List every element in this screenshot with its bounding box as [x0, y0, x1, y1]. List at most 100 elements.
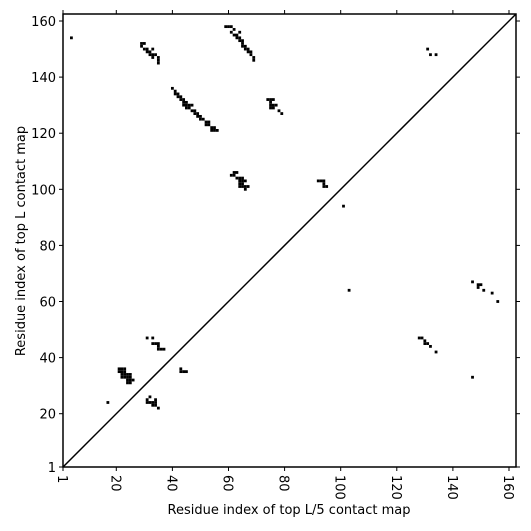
x-axis-label: Residue index of top L/5 contact map: [168, 503, 411, 518]
y-tick-label: 20: [39, 408, 56, 423]
contact: [120, 370, 124, 374]
contact: [156, 406, 160, 410]
contact: [173, 92, 177, 96]
contact: [151, 401, 155, 404]
contact: [238, 185, 242, 188]
contact: [241, 39, 244, 43]
contact: [426, 342, 430, 345]
contact: [117, 367, 121, 371]
contact: [151, 47, 155, 51]
contact: [241, 44, 244, 48]
contact: [145, 50, 149, 54]
contact: [215, 129, 219, 132]
contact: [190, 103, 194, 107]
contact: [266, 98, 270, 101]
contact: [271, 98, 275, 101]
contact: [229, 30, 233, 34]
contact: [426, 47, 430, 51]
contact: [434, 350, 438, 354]
contact: [156, 342, 160, 345]
contact: [123, 373, 127, 376]
contact: [185, 100, 188, 104]
contact: [249, 53, 253, 57]
x-tick-label: 60: [219, 475, 234, 492]
contact: [120, 375, 124, 379]
contact: [190, 109, 194, 113]
contact: [182, 370, 186, 374]
contact: [235, 36, 239, 40]
contact: [227, 25, 230, 29]
contact: [154, 342, 157, 345]
contact: [126, 378, 129, 382]
contact: [232, 33, 236, 37]
contact: [156, 61, 160, 65]
contact: [232, 173, 236, 177]
contact: [156, 347, 160, 351]
contact: [241, 185, 244, 188]
contact: [185, 106, 188, 110]
contact: [347, 288, 351, 292]
contact: [126, 375, 129, 379]
contact: [479, 283, 483, 287]
y-tick-label: 160: [31, 15, 56, 30]
contact: [176, 95, 180, 99]
contact: [140, 42, 143, 45]
contact: [271, 106, 275, 110]
contact: [210, 129, 214, 132]
contact: [322, 182, 326, 186]
plot-frame: [62, 13, 517, 468]
contact: [325, 185, 329, 188]
y-tick-label: 100: [31, 183, 56, 198]
contact: [246, 50, 250, 54]
contact: [128, 375, 132, 379]
contact: [243, 187, 247, 191]
contact: [417, 336, 421, 340]
contact: [123, 367, 127, 371]
contact: [249, 50, 253, 54]
contact: [148, 53, 152, 57]
contact: [238, 36, 242, 40]
contact: [145, 336, 149, 340]
contact: [151, 342, 155, 345]
contact: [117, 370, 121, 374]
contact: [148, 395, 152, 399]
contact: [207, 120, 211, 124]
contact: [193, 112, 197, 115]
contact: [182, 100, 186, 104]
contact: [246, 185, 250, 188]
y-tick-label: 60: [39, 296, 56, 311]
contact: [229, 25, 233, 29]
contact: [241, 42, 244, 45]
y-tick-label: 1: [48, 461, 56, 476]
contact: [193, 109, 197, 113]
contact: [142, 47, 146, 51]
y-tick-label: 120: [31, 127, 56, 142]
contact: [280, 112, 284, 115]
contact: [238, 182, 242, 186]
contact: [173, 89, 177, 93]
contact: [201, 117, 205, 121]
contact: [423, 339, 427, 343]
y-tick-label: 40: [39, 352, 56, 367]
contact: [243, 185, 247, 188]
contact: [128, 373, 132, 376]
contact: [162, 347, 166, 351]
diagonal: [62, 13, 517, 468]
contact: [269, 100, 272, 104]
x-tick-label: 100: [332, 475, 347, 500]
contact: [148, 50, 152, 54]
contact: [210, 126, 214, 130]
contact: [434, 53, 438, 57]
y-tick-label: 140: [31, 71, 56, 86]
x-tick-label: 160: [500, 475, 515, 500]
x-tick-label: 20: [107, 475, 122, 492]
contact: [423, 342, 427, 345]
contact: [70, 36, 73, 40]
contact: [151, 53, 155, 57]
contact: [224, 25, 228, 29]
contact: [269, 103, 272, 107]
contact: [154, 401, 157, 404]
contact: [156, 58, 160, 62]
